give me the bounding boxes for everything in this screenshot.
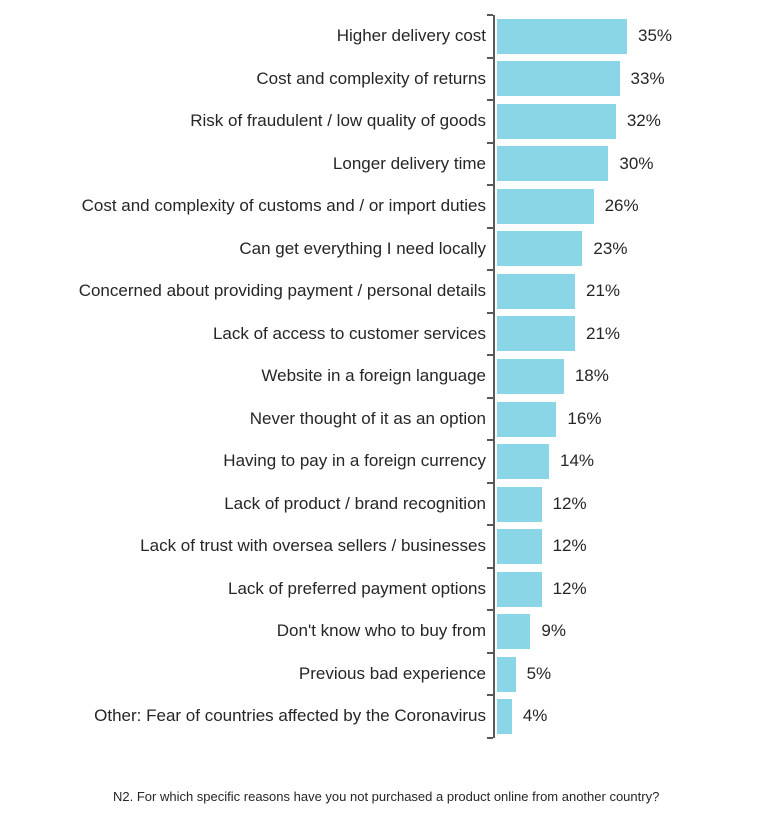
value-label: 5% xyxy=(526,663,552,683)
bar xyxy=(497,273,575,309)
category-label: Concerned about providing payment / pers… xyxy=(78,281,486,301)
bar xyxy=(497,444,549,480)
bar xyxy=(497,231,583,267)
bar xyxy=(497,18,627,54)
axis-tick xyxy=(487,396,493,399)
category-label: Lack of trust with oversea sellers / bus… xyxy=(140,536,486,556)
value-label: 9% xyxy=(541,621,566,641)
value-label: 14% xyxy=(559,451,595,471)
axis-tick xyxy=(487,226,493,229)
axis-tick xyxy=(487,99,493,102)
value-label: 33% xyxy=(630,68,665,88)
bar xyxy=(497,614,531,650)
category-label: Higher delivery cost xyxy=(336,26,486,45)
value-label: 21% xyxy=(585,281,621,301)
category-label: Cost and complexity of customs and / or … xyxy=(81,196,486,216)
value-label: 23% xyxy=(593,238,628,258)
category-label: Longer delivery time xyxy=(332,153,486,173)
axis-tick xyxy=(487,269,493,272)
bar xyxy=(497,699,512,735)
category-label: Having to pay in a foreign currency xyxy=(223,451,486,471)
bar xyxy=(497,571,542,607)
category-label: Lack of preferred payment options xyxy=(228,578,486,598)
value-label: 30% xyxy=(619,153,654,173)
axis-tick xyxy=(487,481,493,484)
axis-tick xyxy=(487,609,493,612)
category-label: Don't know who to buy from xyxy=(276,621,486,641)
value-label: 18% xyxy=(574,366,609,386)
axis-tick xyxy=(487,651,493,654)
bar xyxy=(497,486,542,522)
survey-question-footnote: N2. For which specific reasons have you … xyxy=(113,789,660,804)
bar xyxy=(497,103,616,139)
axis-tick xyxy=(487,14,493,16)
value-label: 12% xyxy=(552,578,587,598)
category-label: Never thought of it as an option xyxy=(249,408,486,428)
bar xyxy=(497,316,575,352)
axis-tick xyxy=(487,141,493,144)
bar xyxy=(497,188,594,224)
bar xyxy=(497,359,564,394)
bar xyxy=(497,656,516,692)
category-label: Lack of access to customer services xyxy=(212,323,486,343)
axis-tick xyxy=(487,439,493,442)
bar xyxy=(497,146,609,182)
value-label: 32% xyxy=(626,111,661,131)
category-label: Website in a foreign language xyxy=(261,366,486,386)
value-label: 12% xyxy=(552,493,587,513)
bar xyxy=(497,529,542,565)
value-label: 26% xyxy=(604,196,639,216)
axis-tick xyxy=(487,311,493,314)
axis-tick xyxy=(487,56,493,59)
axis-tick xyxy=(487,354,493,357)
axis-tick xyxy=(487,737,493,739)
value-label: 12% xyxy=(552,536,587,556)
value-label: 21% xyxy=(585,323,621,343)
value-label: 35% xyxy=(637,26,673,45)
bar xyxy=(497,401,557,437)
category-label: Previous bad experience xyxy=(298,663,486,683)
bar xyxy=(497,61,620,97)
axis-tick xyxy=(487,694,493,697)
value-label: 16% xyxy=(567,408,602,428)
category-label: Can get everything I need locally xyxy=(239,238,486,258)
axis-tick xyxy=(487,184,493,187)
category-label: Cost and complexity of returns xyxy=(256,68,486,88)
axis-tick xyxy=(487,566,493,569)
category-label: Lack of product / brand recognition xyxy=(224,493,486,513)
value-label: 4% xyxy=(522,706,548,726)
category-label: Other: Fear of countries affected by the… xyxy=(94,706,486,726)
y-axis-line xyxy=(493,15,495,738)
axis-tick xyxy=(487,524,493,527)
category-label: Risk of fraudulent / low quality of good… xyxy=(190,111,486,131)
